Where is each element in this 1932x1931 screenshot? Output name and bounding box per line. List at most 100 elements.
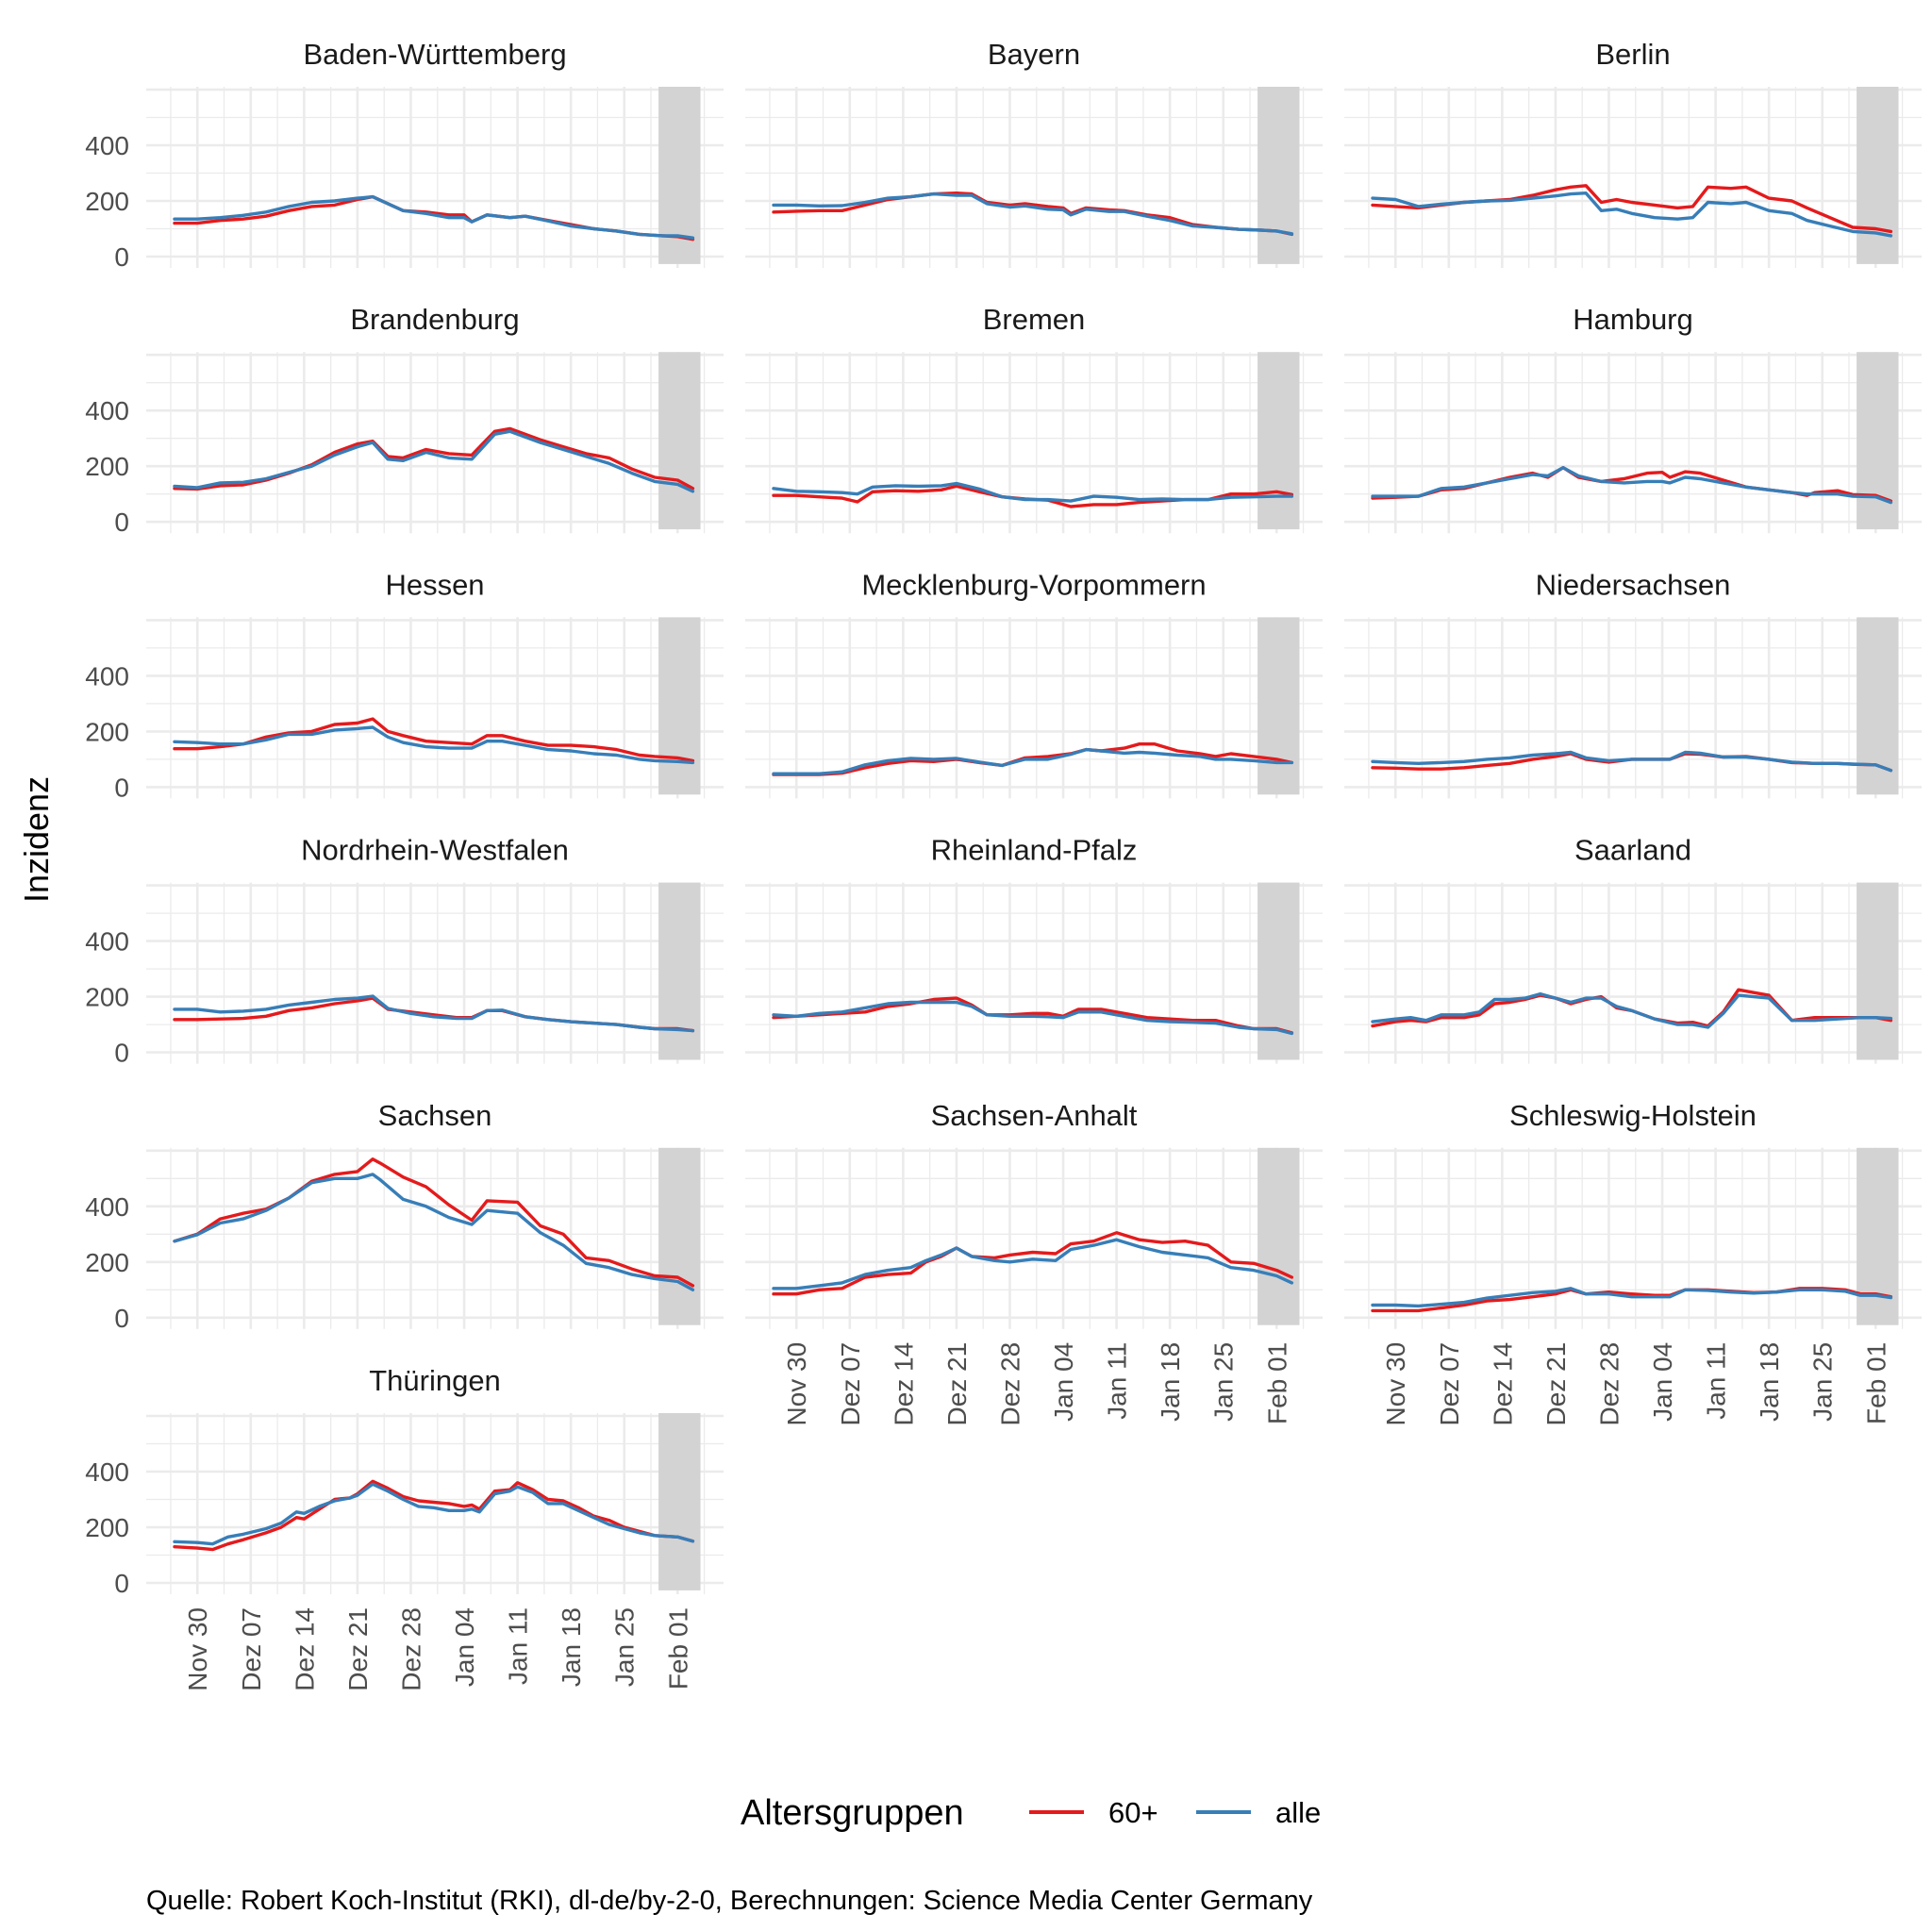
y-tick-label: 200	[85, 187, 129, 216]
panel-hessen: Hessen 0 200 400	[85, 568, 724, 802]
x-tick-label: Jan 25	[610, 1607, 640, 1687]
x-tick-label: Dez 07	[836, 1342, 865, 1426]
legend-label-60plus: 60+	[1108, 1796, 1158, 1829]
x-tick-label: Jan 25	[1808, 1342, 1838, 1422]
panel-saarland: Saarland	[1344, 834, 1922, 1064]
x-tick-label: Feb 01	[1262, 1342, 1291, 1424]
panel-title: Berlin	[1595, 38, 1670, 71]
series-line-alle	[772, 481, 1294, 503]
panel-schleswig-holstein: Schleswig-Holstein Nov 30 Dez 07 Dez 14 Dez …	[1344, 1099, 1922, 1426]
y-tick-label: 200	[85, 452, 129, 481]
panel-title: Brandenburg	[350, 303, 519, 336]
panel-bremen: Bremen	[745, 303, 1323, 534]
shaded-region	[658, 882, 701, 1060]
shaded-region	[1857, 882, 1899, 1060]
x-tick-label: Jan 04	[450, 1607, 479, 1687]
x-tick-label: Jan 25	[1209, 1342, 1239, 1422]
panel-niedersachsen: Niedersachsen	[1344, 568, 1922, 799]
x-tick-label: Nov 30	[183, 1607, 212, 1691]
y-tick-label: 200	[85, 1248, 129, 1277]
panel-title: Thüringen	[369, 1364, 501, 1397]
x-tick-label: Dez 07	[1435, 1342, 1464, 1426]
panel-bayern: Bayern	[745, 38, 1323, 268]
y-tick-label: 400	[85, 1192, 129, 1222]
shaded-region	[1257, 352, 1300, 530]
y-tick-label: 400	[85, 927, 129, 957]
series-line-alle	[173, 429, 695, 493]
y-tick-label: 200	[85, 983, 129, 1012]
series-line-alle	[1371, 191, 1893, 238]
panel-title: Hamburg	[1573, 303, 1693, 336]
x-tick-label: Dez 21	[343, 1607, 373, 1691]
x-tick-label: Dez 28	[995, 1342, 1024, 1426]
shaded-region	[658, 1413, 701, 1590]
series-line-60plus	[772, 996, 1294, 1035]
shaded-region	[1857, 87, 1899, 264]
series-line-alle	[1371, 750, 1893, 773]
x-tick-label: Dez 14	[1488, 1342, 1517, 1426]
x-tick-label: Jan 11	[1103, 1342, 1132, 1420]
panel-title: Rheinland-Pfalz	[931, 834, 1138, 867]
panel-baden-württemberg: Baden-Württemberg 0 200 400	[85, 38, 724, 272]
y-tick-label: 0	[114, 1569, 129, 1598]
series-line-alle	[1371, 991, 1893, 1029]
shaded-region	[658, 1147, 701, 1325]
legend-label-alle: alle	[1275, 1796, 1321, 1829]
panel-rheinland-pfalz: Rheinland-Pfalz	[745, 834, 1323, 1064]
series-line-alle	[173, 1173, 695, 1292]
x-tick-label: Dez 21	[1541, 1342, 1571, 1426]
panel-title: Saarland	[1574, 834, 1691, 867]
shaded-region	[1257, 1147, 1300, 1325]
y-tick-label: 0	[114, 508, 129, 537]
shaded-region	[1857, 1147, 1899, 1325]
legend-title: Altersgruppen	[741, 1793, 964, 1833]
series-line-alle	[772, 1238, 1294, 1290]
y-tick-label: 0	[114, 1039, 129, 1068]
caption: Quelle: Robert Koch-Institut (RKI), dl-d…	[146, 1886, 1313, 1916]
y-tick-label: 0	[114, 773, 129, 802]
panel-mecklenburg-vorpommern: Mecklenburg-Vorpommern	[745, 568, 1323, 799]
panel-title: Niedersachsen	[1536, 568, 1731, 601]
series-line-alle	[173, 194, 695, 240]
panel-title: Bremen	[983, 303, 1086, 336]
panel-title: Baden-Württemberg	[303, 38, 566, 71]
panel-title: Sachsen	[378, 1099, 492, 1132]
panel-title: Hessen	[385, 568, 484, 601]
panel-hamburg: Hamburg	[1344, 303, 1922, 534]
series-line-60plus	[1371, 1287, 1893, 1313]
panel-title: Bayern	[988, 38, 1080, 71]
panel-nordrhein-westfalen: Nordrhein-Westfalen 0 200 400	[85, 834, 724, 1068]
panel-thüringen: Thüringen 0 200 400 Nov 30 Dez 07 Dez 14 Dez 21…	[85, 1364, 724, 1691]
y-tick-label: 200	[85, 1513, 129, 1542]
series-line-60plus	[1371, 466, 1893, 503]
y-tick-label: 400	[85, 1457, 129, 1487]
series-line-60plus	[772, 484, 1294, 508]
series-line-60plus	[772, 742, 1294, 776]
y-axis-title: Inzidenz	[17, 776, 56, 903]
panel-berlin: Berlin	[1344, 38, 1922, 268]
x-tick-label: Dez 14	[290, 1607, 319, 1691]
x-tick-label: Nov 30	[782, 1342, 811, 1426]
shaded-region	[1257, 87, 1300, 264]
x-tick-label: Jan 04	[1049, 1342, 1078, 1422]
panels: Baden-Württemberg 0 200 400 Bayern Berlin Bran…	[85, 38, 1922, 1691]
series-line-alle	[772, 1000, 1294, 1036]
panel-sachsen-anhalt: Sachsen-Anhalt Nov 30 Dez 07 Dez 14 Dez 21 De…	[745, 1099, 1323, 1426]
x-tick-label: Jan 04	[1648, 1342, 1677, 1422]
panel-title: Mecklenburg-Vorpommern	[861, 568, 1206, 601]
y-tick-label: 0	[114, 242, 129, 272]
panel-sachsen: Sachsen 0 200 400	[85, 1099, 724, 1333]
x-tick-label: Dez 07	[237, 1607, 266, 1691]
x-tick-label: Jan 18	[1755, 1342, 1784, 1422]
x-tick-label: Nov 30	[1381, 1342, 1410, 1426]
x-tick-label: Dez 21	[942, 1342, 972, 1426]
x-tick-label: Jan 11	[1702, 1342, 1731, 1420]
series-line-alle	[173, 725, 695, 765]
y-tick-label: 400	[85, 661, 129, 691]
series-line-60plus	[173, 717, 695, 763]
panel-title: Schleswig-Holstein	[1509, 1099, 1757, 1132]
series-line-alle	[1371, 466, 1893, 505]
series-line-alle	[1371, 1287, 1893, 1308]
series-line-alle	[173, 1482, 695, 1546]
y-tick-label: 200	[85, 717, 129, 746]
